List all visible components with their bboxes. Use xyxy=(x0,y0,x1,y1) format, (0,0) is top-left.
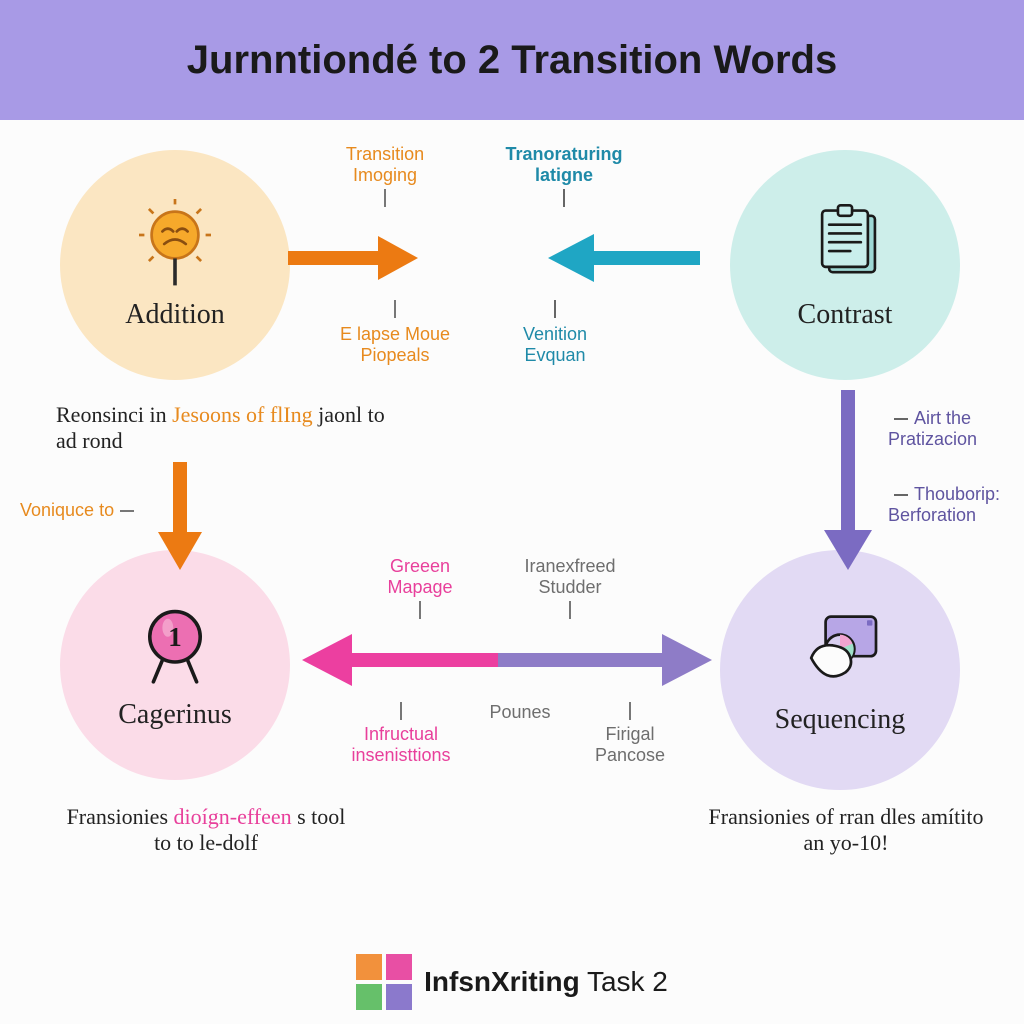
node-sequencing-label: Sequencing xyxy=(775,704,906,736)
number-one-ball-icon: 1 xyxy=(130,599,220,689)
label-venition: Venition Evquan xyxy=(500,296,610,365)
footer: InfsnXriting Task 2 xyxy=(0,954,1024,1010)
node-contrast: Contrast xyxy=(730,150,960,380)
label-elapse-moue: E lapse Moue Piopeals xyxy=(330,296,460,365)
page-title: Jurnntiondé to 2 Transition Words xyxy=(187,38,837,83)
label-pounes: Pounes xyxy=(480,702,560,723)
text-sequencing-body: Fransionies of rran dles amítito an yo-1… xyxy=(696,804,996,856)
text-addition-body: Reonsinci in Jesoons of flIng jaonl to a… xyxy=(56,402,396,454)
node-sequencing: Sequencing xyxy=(720,550,960,790)
arrow-teal-left xyxy=(540,228,700,288)
node-cagerinus-label: Cagerinus xyxy=(118,699,232,731)
diagram-canvas: Addition Contrast 1 xyxy=(0,120,1024,1024)
node-addition-label: Addition xyxy=(125,299,225,331)
arrow-purple-right xyxy=(498,630,718,690)
svg-text:1: 1 xyxy=(168,622,182,652)
logo-icon xyxy=(356,954,412,1010)
label-iranexfreed: Iranexfreed Studder xyxy=(510,556,630,623)
clipboard-icon xyxy=(800,199,890,289)
label-firigal: Firigal Pancose xyxy=(580,698,680,765)
node-cagerinus: 1 Cagerinus xyxy=(60,550,290,780)
header-band: Jurnntiondé to 2 Transition Words xyxy=(0,0,1024,120)
label-transition-imoging: Transition Imoging xyxy=(330,144,440,211)
arrow-orange-down xyxy=(150,462,210,572)
text-cagerinus-body: Fransionies dioígn-effeen s tool to to l… xyxy=(56,804,356,856)
footer-brand: InfsnXriting Task 2 xyxy=(424,966,668,998)
label-voniquce: Voniquce to xyxy=(20,500,140,521)
label-tranoraturing: Tranoraturing latigne xyxy=(494,144,634,211)
sun-face-icon xyxy=(130,199,220,289)
arrow-orange-right xyxy=(288,228,418,288)
hand-tablet-icon xyxy=(795,604,885,694)
label-green-mapage: Greeen Mapage xyxy=(370,556,470,623)
node-addition: Addition xyxy=(60,150,290,380)
arrow-purple-down xyxy=(818,390,878,570)
arrow-pink-left xyxy=(296,630,506,690)
label-airt-pratizacion: Airt the Pratizacion xyxy=(888,408,1018,449)
label-infructual: Infructual insenisttions xyxy=(336,698,466,765)
label-thouborip: Thouborip: Berforation xyxy=(888,484,1018,525)
node-contrast-label: Contrast xyxy=(798,299,893,331)
